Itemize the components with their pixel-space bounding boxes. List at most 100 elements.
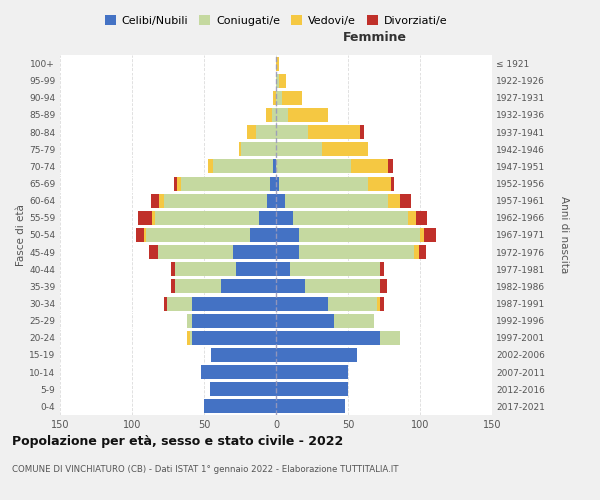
Bar: [136, 228, 143, 242]
Bar: [256, 125, 276, 139]
Bar: [299, 245, 414, 259]
Bar: [276, 280, 305, 293]
Bar: [236, 262, 276, 276]
Bar: [276, 194, 284, 207]
Bar: [187, 314, 193, 328]
Bar: [164, 194, 268, 207]
Bar: [193, 296, 276, 310]
Bar: [287, 108, 328, 122]
Bar: [368, 176, 391, 190]
Bar: [419, 245, 426, 259]
Bar: [181, 176, 270, 190]
Bar: [293, 211, 409, 225]
Bar: [152, 211, 155, 225]
Bar: [276, 74, 279, 88]
Bar: [273, 91, 276, 105]
Bar: [276, 160, 351, 173]
Bar: [276, 331, 380, 345]
Bar: [250, 228, 276, 242]
Bar: [276, 125, 308, 139]
Bar: [149, 245, 158, 259]
Bar: [276, 142, 322, 156]
Bar: [388, 194, 400, 207]
Bar: [416, 211, 427, 225]
Bar: [276, 228, 299, 242]
Bar: [171, 262, 175, 276]
Bar: [151, 194, 160, 207]
Bar: [190, 331, 193, 345]
Bar: [146, 228, 250, 242]
Bar: [380, 262, 384, 276]
Bar: [221, 280, 276, 293]
Bar: [284, 194, 388, 207]
Bar: [193, 314, 276, 328]
Bar: [276, 211, 293, 225]
Bar: [155, 211, 259, 225]
Bar: [328, 296, 377, 310]
Bar: [308, 125, 359, 139]
Bar: [171, 280, 175, 293]
Bar: [187, 331, 190, 345]
Bar: [276, 56, 279, 70]
Bar: [276, 400, 345, 413]
Text: Femmine: Femmine: [343, 31, 407, 44]
Bar: [380, 280, 387, 293]
Bar: [400, 194, 412, 207]
Bar: [391, 176, 394, 190]
Bar: [299, 228, 420, 242]
Bar: [233, 245, 276, 259]
Bar: [239, 142, 241, 156]
Bar: [211, 348, 276, 362]
Bar: [276, 348, 356, 362]
Bar: [377, 296, 380, 310]
Bar: [279, 74, 286, 88]
Bar: [276, 108, 287, 122]
Y-axis label: Fasce di età: Fasce di età: [16, 204, 26, 266]
Bar: [175, 280, 221, 293]
Legend: Celibi/Nubili, Coniugati/e, Vedovi/e, Divorziati/e: Celibi/Nubili, Coniugati/e, Vedovi/e, Di…: [100, 10, 452, 30]
Bar: [276, 262, 290, 276]
Bar: [201, 365, 276, 379]
Bar: [322, 142, 368, 156]
Bar: [174, 176, 176, 190]
Bar: [143, 228, 146, 242]
Bar: [210, 382, 276, 396]
Bar: [276, 245, 299, 259]
Bar: [380, 331, 400, 345]
Bar: [204, 400, 276, 413]
Bar: [305, 280, 380, 293]
Bar: [176, 176, 181, 190]
Bar: [175, 262, 236, 276]
Bar: [409, 211, 416, 225]
Bar: [414, 245, 419, 259]
Bar: [208, 160, 212, 173]
Bar: [193, 331, 276, 345]
Bar: [164, 296, 167, 310]
Bar: [290, 262, 380, 276]
Bar: [259, 211, 276, 225]
Bar: [158, 245, 233, 259]
Bar: [276, 314, 334, 328]
Bar: [334, 314, 374, 328]
Bar: [276, 176, 279, 190]
Bar: [351, 160, 388, 173]
Bar: [241, 142, 276, 156]
Bar: [380, 296, 384, 310]
Bar: [359, 125, 364, 139]
Bar: [268, 194, 276, 207]
Bar: [167, 296, 193, 310]
Bar: [212, 160, 273, 173]
Bar: [266, 108, 272, 122]
Y-axis label: Anni di nascita: Anni di nascita: [559, 196, 569, 274]
Bar: [282, 91, 302, 105]
Text: COMUNE DI VINCHIATURO (CB) - Dati ISTAT 1° gennaio 2022 - Elaborazione TUTTITALI: COMUNE DI VINCHIATURO (CB) - Dati ISTAT …: [12, 465, 398, 474]
Bar: [276, 382, 348, 396]
Bar: [270, 176, 276, 190]
Bar: [160, 194, 164, 207]
Bar: [424, 228, 436, 242]
Bar: [272, 108, 276, 122]
Bar: [276, 365, 348, 379]
Bar: [420, 228, 424, 242]
Bar: [138, 211, 152, 225]
Bar: [276, 91, 282, 105]
